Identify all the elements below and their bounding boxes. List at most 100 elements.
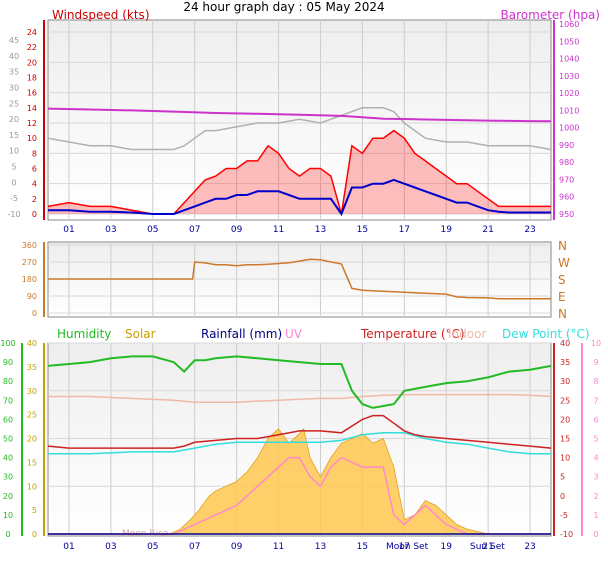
windspeed-outer-tick: 5 xyxy=(11,163,16,172)
wind-hour-tick-21: 21 xyxy=(482,225,493,235)
legend-temperature: Temperature (°C) xyxy=(360,327,465,341)
windspeed-inner-tick: 18 xyxy=(27,74,37,83)
legend-rainfall: Rainfall (mm) xyxy=(201,327,282,341)
barometer-tick: 960 xyxy=(559,193,574,202)
windspeed-inner-tick: 22 xyxy=(27,43,37,52)
temp-hour-tick-17: 17 xyxy=(399,542,410,552)
barometer-tick: 1020 xyxy=(559,89,579,98)
humidity-tick: 20 xyxy=(3,492,13,501)
windspeed-outer-tick: 45 xyxy=(9,36,19,45)
solar-area xyxy=(48,428,551,535)
solar-tick: 0 xyxy=(32,530,37,539)
wind-hour-tick-09: 09 xyxy=(231,225,243,235)
legend-humidity: Humidity xyxy=(57,327,111,341)
humidity-tick: 10 xyxy=(3,511,13,520)
legend-solar: Solar xyxy=(125,327,156,341)
compass-label-0: N xyxy=(558,239,567,253)
humidity-tick: 30 xyxy=(3,473,13,482)
temperature-line xyxy=(47,414,552,449)
sun-set-label: Sun Set xyxy=(470,542,505,552)
temperature-right-tick: 20 xyxy=(560,415,570,424)
uv-tick: 6 xyxy=(593,415,598,424)
temp-hour-tick-23: 23 xyxy=(524,542,535,552)
temp-hour-tick-03: 03 xyxy=(105,542,116,552)
wind-hour-tick-23: 23 xyxy=(524,225,535,235)
windspeed-outer-tick: 30 xyxy=(9,83,19,92)
average-wind-line xyxy=(48,178,551,217)
windspeed-outer-tick: -5 xyxy=(10,194,18,203)
wind-hour-tick-07: 07 xyxy=(189,225,200,235)
legend-uv: UV xyxy=(285,327,303,341)
wind-hour-tick-19: 19 xyxy=(440,225,452,235)
chart-title: 24 hour graph day : 05 May 2024 xyxy=(183,0,384,14)
barometer-tick: 980 xyxy=(559,158,574,167)
solar-tick: 35 xyxy=(27,363,37,372)
compass-label-1: W xyxy=(558,256,570,270)
wind-hour-tick-17: 17 xyxy=(399,225,410,235)
barometer-tick: 1040 xyxy=(559,55,579,64)
uv-tick: 2 xyxy=(593,492,598,501)
temp-hour-tick-11: 11 xyxy=(273,542,284,552)
windspeed-inner-tick: 20 xyxy=(27,58,37,67)
indoor-line xyxy=(48,393,552,403)
temperature-right-tick: -5 xyxy=(560,511,568,520)
windspeed-inner-tick: 2 xyxy=(32,195,37,204)
temp-hour-tick-15: 15 xyxy=(357,542,368,552)
direction-tick: 180 xyxy=(22,275,37,284)
humidity-line xyxy=(47,355,552,409)
temperature-right-tick: 25 xyxy=(560,396,570,405)
humidity-tick: 80 xyxy=(3,377,13,386)
barometer-tick: 1010 xyxy=(559,106,579,115)
windspeed-axis-label: Windspeed (kts) xyxy=(52,8,150,22)
barometer-tick: 970 xyxy=(559,175,574,184)
temperature-right-tick: 40 xyxy=(560,339,570,348)
uv-tick: 1 xyxy=(593,511,598,520)
windspeed-inner-tick: 8 xyxy=(32,149,37,158)
windspeed-outer-tick: 10 xyxy=(9,147,19,156)
temperature-right-tick: -10 xyxy=(560,530,573,539)
barometer-tick: 1050 xyxy=(559,37,579,46)
temperature-right-tick: 35 xyxy=(560,358,570,367)
barometer-tick: 990 xyxy=(559,141,574,150)
barometer-tick: 1060 xyxy=(559,20,579,29)
humidity-tick: 50 xyxy=(3,435,13,444)
humidity-tick: 100 xyxy=(0,339,15,348)
windspeed-line xyxy=(47,129,551,215)
temp-hour-tick-13: 13 xyxy=(315,542,326,552)
windspeed-inner-tick: 12 xyxy=(27,119,37,128)
barometer-tick: 1030 xyxy=(559,72,579,81)
solar-tick: 5 xyxy=(32,506,37,515)
windspeed-inner-tick: 16 xyxy=(27,89,37,98)
barometer-line xyxy=(47,107,552,123)
direction-tick: 90 xyxy=(27,292,37,301)
wind-hour-tick-01: 01 xyxy=(63,225,74,235)
windspeed-outer-tick: 35 xyxy=(9,68,19,77)
humidity-tick: 70 xyxy=(3,396,13,405)
temperature-right-tick: 15 xyxy=(560,435,570,444)
gray-trace-line xyxy=(47,107,552,151)
humidity-tick: 40 xyxy=(3,454,13,463)
uv-tick: 0 xyxy=(593,530,598,539)
compass-label-4: N xyxy=(558,307,567,321)
wind-direction-line xyxy=(48,258,551,300)
temp-hour-tick-21: 21 xyxy=(482,542,493,552)
temp-hour-tick-01: 01 xyxy=(63,542,74,552)
windspeed-outer-tick: 25 xyxy=(9,99,19,108)
windspeed-inner-tick: 14 xyxy=(27,104,37,113)
legend-dewpoint: Dew Point (°C) xyxy=(502,327,590,341)
direction-tick: 270 xyxy=(22,258,37,267)
humidity-tick: 60 xyxy=(3,415,13,424)
uv-tick: 7 xyxy=(593,396,598,405)
uv-tick: 3 xyxy=(593,473,598,482)
solar-tick: 20 xyxy=(27,435,37,444)
windspeed-outer-tick: 0 xyxy=(11,178,16,187)
uv-line xyxy=(48,456,551,535)
moon-set-label: Moon Set xyxy=(386,542,429,552)
wind-hour-tick-13: 13 xyxy=(315,225,326,235)
windspeed-outer-tick: 20 xyxy=(9,115,19,124)
uv-tick: 5 xyxy=(593,435,598,444)
temperature-right-tick: 30 xyxy=(560,377,570,386)
temperature-right-tick: 0 xyxy=(560,492,565,501)
